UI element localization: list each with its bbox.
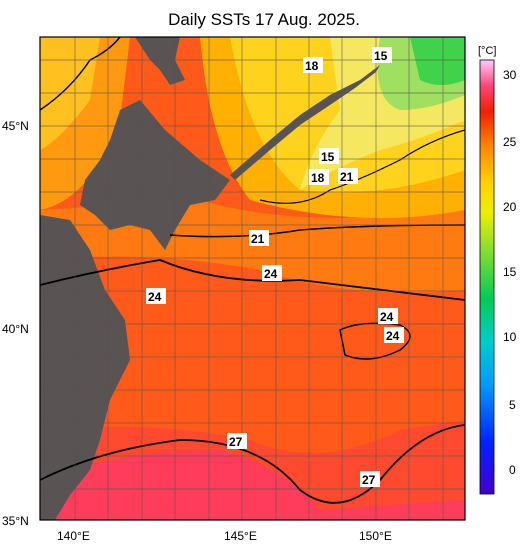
contour-label: 15 (374, 49, 388, 63)
lon-label-150e: 150°E (359, 529, 392, 543)
map-title: Daily SSTs 17 Aug. 2025. (168, 10, 360, 29)
contour-label: 27 (229, 435, 243, 449)
lon-label-145e: 145°E (224, 529, 257, 543)
contour-label: 24 (380, 310, 394, 324)
colorbar-tick: 25 (503, 135, 517, 149)
contour-label: 18 (305, 59, 319, 73)
colorbar-tick: 15 (503, 265, 517, 279)
lat-label-45n: 45°N (2, 119, 29, 133)
contour-label: 24 (386, 329, 400, 343)
contour-label: 24 (264, 267, 278, 281)
colorbar-tick: 20 (503, 200, 517, 214)
contour-label: 15 (321, 150, 335, 164)
lat-label-40n: 40°N (2, 322, 29, 336)
lon-label-140e: 140°E (57, 529, 90, 543)
contour-label: 18 (311, 171, 325, 185)
lat-label-35n: 35°N (2, 514, 29, 528)
colorbar-unit: [°C] (478, 45, 496, 57)
colorbar-tick: 30 (503, 68, 517, 82)
colorbar: [°C] 30 25 20 15 10 5 0 (478, 45, 517, 495)
colorbar-tick: 10 (503, 330, 517, 344)
contour-label: 24 (148, 290, 162, 304)
contour-label: 21 (251, 232, 265, 246)
contour-label: 21 (340, 170, 354, 184)
sst-field (40, 37, 465, 520)
colorbar-tick: 5 (509, 398, 516, 412)
contour-label: 27 (362, 473, 376, 487)
map-frame (39, 36, 466, 521)
colorbar-tick: 0 (509, 463, 516, 477)
